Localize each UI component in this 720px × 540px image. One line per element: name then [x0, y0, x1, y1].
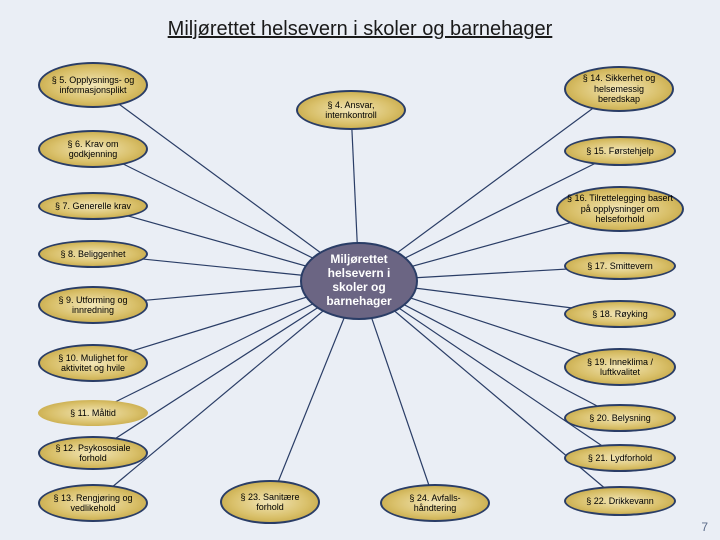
node-n12: § 12. Psykososiale forhold — [38, 436, 148, 470]
node-n23: § 23. Sanitære forhold — [220, 480, 320, 524]
node-n19: § 19. Inneklima / luftkvalitet — [564, 348, 676, 386]
node-n5: § 5. Opplysnings- og informasjonsplikt — [38, 62, 148, 108]
node-n17: § 17. Smittevern — [564, 252, 676, 280]
node-n6: § 6. Krav om godkjenning — [38, 130, 148, 168]
node-n21: § 21. Lydforhold — [564, 444, 676, 472]
node-n20: § 20. Belysning — [564, 404, 676, 432]
page-number: 7 — [701, 520, 708, 534]
node-n14: § 14. Sikkerhet og helsemessig beredskap — [564, 66, 674, 112]
node-n13: § 13. Rengjøring og vedlikehold — [38, 484, 148, 522]
node-n11: § 11. Måltid — [38, 400, 148, 426]
node-n16: § 16. Tilrettelegging basert på opplysni… — [556, 186, 684, 232]
node-n7: § 7. Generelle krav — [38, 192, 148, 220]
page-title: Miljørettet helsevern i skoler og barneh… — [0, 18, 720, 41]
node-n8: § 8. Beliggenhet — [38, 240, 148, 268]
node-n10: § 10. Mulighet for aktivitet og hvile — [38, 344, 148, 382]
node-n4: § 4. Ansvar, internkontroll — [296, 90, 406, 130]
node-n24: § 24. Avfalls-håndtering — [380, 484, 490, 522]
node-n18: § 18. Røyking — [564, 300, 676, 328]
node-n9: § 9. Utforming og innredning — [38, 286, 148, 324]
node-n22: § 22. Drikkevann — [564, 486, 676, 516]
node-n15: § 15. Førstehjelp — [564, 136, 676, 166]
center-node: Miljørettet helsevern i skoler og barneh… — [300, 242, 418, 320]
